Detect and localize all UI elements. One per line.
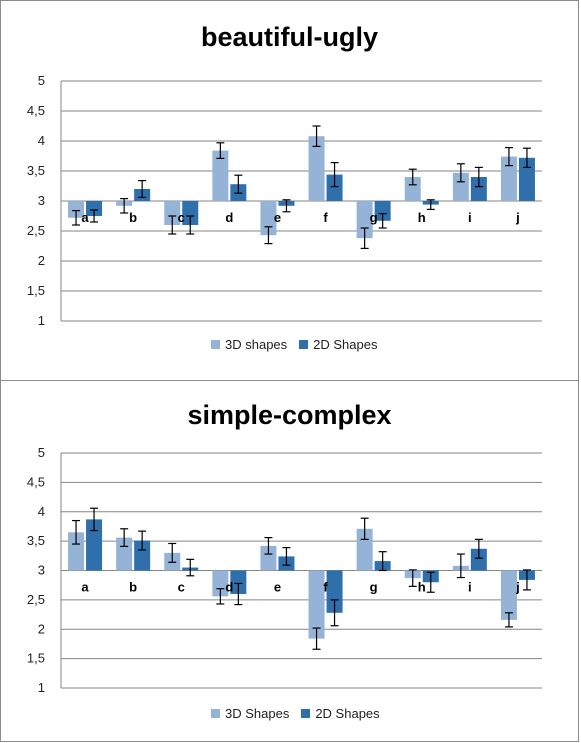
- legend-label: 3D Shapes: [225, 706, 290, 721]
- bar-series-1: [68, 532, 85, 571]
- chart-legend: 3D shapes 2D Shapes: [211, 337, 389, 352]
- bar-series-1: [500, 570, 517, 620]
- category-label: i: [468, 210, 472, 225]
- bar-series-1: [260, 545, 277, 571]
- chart-title: simple-complex: [187, 400, 392, 430]
- legend-swatch: [211, 709, 220, 718]
- y-tick-label: 2: [38, 621, 45, 636]
- legend-item-series-1: 3D shapes: [211, 337, 287, 352]
- category-label: c: [178, 210, 185, 225]
- legend-label: 2D Shapes: [315, 706, 380, 721]
- bar-series-1: [212, 150, 229, 201]
- bar-series-2: [374, 201, 391, 221]
- category-label: g: [370, 210, 378, 225]
- chart-title: beautiful-ugly: [201, 22, 378, 52]
- y-tick-label: 3: [38, 563, 45, 578]
- y-tick-label: 3,5: [27, 533, 45, 548]
- legend-item-series-1: 3D Shapes: [211, 706, 289, 721]
- category-label: f: [323, 580, 328, 595]
- y-tick-label: 5: [38, 445, 45, 460]
- category-label: e: [274, 210, 281, 225]
- bar-series-1: [212, 570, 229, 597]
- y-tick-label: 2: [38, 253, 45, 268]
- legend-swatch: [301, 709, 311, 718]
- category-label: j: [515, 580, 520, 595]
- legend-label: 2D Shapes: [313, 337, 378, 352]
- category-label: h: [418, 580, 426, 595]
- category-label: c: [178, 580, 185, 595]
- category-label: g: [370, 580, 378, 595]
- legend-label: 3D shapes: [225, 337, 288, 352]
- y-tick-label: 3: [38, 193, 45, 208]
- category-label: d: [225, 580, 233, 595]
- bar-series-2: [182, 201, 199, 225]
- bar-series-2: [86, 519, 103, 571]
- category-label: e: [274, 580, 281, 595]
- chart-panel-bottom: simple-complex 1 1,5 2 2,5 3 3,5 4 4,5 5 a b c d e f g h…: [0, 380, 579, 742]
- bar-series-2: [326, 570, 343, 613]
- y-tick-label: 4,5: [27, 103, 45, 118]
- category-label: f: [323, 210, 328, 225]
- y-tick-label: 1: [38, 313, 45, 328]
- y-tick-label: 1,5: [27, 651, 45, 666]
- bar-series-1: [308, 136, 325, 201]
- y-tick-label: 2,5: [27, 592, 45, 607]
- legend-item-series-2: 2D Shapes: [301, 706, 380, 721]
- y-tick-label: 4,5: [27, 474, 45, 489]
- bar-series-2: [518, 157, 535, 201]
- category-label: a: [81, 580, 89, 595]
- y-tick-label: 5: [38, 73, 45, 88]
- y-tick-label: 4: [38, 504, 45, 519]
- bar-series-2: [470, 177, 487, 201]
- bar-series-1: [68, 201, 85, 218]
- bar-series-2: [230, 570, 247, 594]
- bar-series-2: [470, 548, 487, 571]
- bar-series-1: [452, 172, 469, 201]
- bar-chart-plot: 1 1,5 2 2,5 3 3,5 4 4,5 5 a b c d e f g h i j: [27, 445, 542, 695]
- bar-series-2: [326, 174, 343, 201]
- category-label: a: [81, 210, 89, 225]
- category-label: b: [129, 210, 137, 225]
- y-tick-label: 1,5: [27, 283, 45, 298]
- category-label: b: [129, 580, 137, 595]
- category-label: h: [418, 210, 426, 225]
- legend-swatch: [299, 340, 309, 349]
- category-label: d: [225, 210, 233, 225]
- bar-series-1: [308, 570, 325, 639]
- legend-swatch: [211, 340, 220, 349]
- legend-item-series-2: 2D Shapes: [299, 337, 377, 352]
- y-tick-label: 1: [38, 680, 45, 695]
- y-tick-label: 2,5: [27, 223, 45, 238]
- chart-panel-top: beautiful-ugly 1 1,5 2 2,5 3 3,5 4 4,5 5 a b c d e f g h…: [0, 0, 579, 381]
- y-tick-label: 3,5: [27, 163, 45, 178]
- category-label: j: [515, 210, 520, 225]
- category-label: i: [468, 580, 472, 595]
- bar-series-1: [356, 201, 373, 239]
- y-tick-label: 4: [38, 133, 45, 148]
- chart-legend: 3D Shapes 2D Shapes: [211, 706, 392, 721]
- bar-series-1: [164, 201, 181, 225]
- bar-series-2: [134, 540, 151, 571]
- bar-series-2: [86, 201, 103, 216]
- bar-chart-plot: 1 1,5 2 2,5 3 3,5 4 4,5 5 a b c d e f g h i j: [27, 73, 542, 328]
- bar-series-1: [500, 156, 517, 201]
- bar-series-1: [404, 177, 421, 201]
